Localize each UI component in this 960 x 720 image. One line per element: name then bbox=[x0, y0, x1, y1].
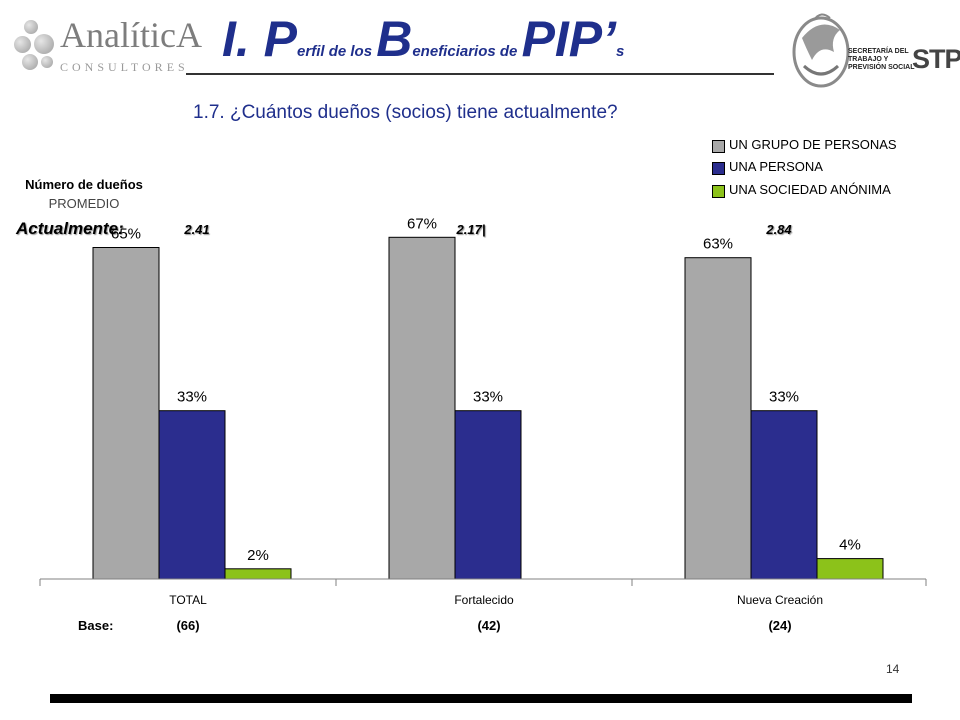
avg-value-nueva: 2.84 bbox=[766, 222, 792, 237]
bar-value-label: 33% bbox=[473, 389, 503, 406]
bar-0-0 bbox=[92, 247, 160, 580]
base-value-nueva: (24) bbox=[768, 618, 792, 633]
bar-value-label: 33% bbox=[769, 389, 799, 406]
footer-rule bbox=[50, 694, 912, 703]
analitica-logo: AnalíticA CONSULTORES bbox=[10, 12, 202, 82]
stats-label: Actualmente: bbox=[16, 219, 124, 238]
bar-value-label: 63% bbox=[703, 236, 733, 253]
bar-2-2 bbox=[816, 558, 884, 580]
bar-value-label: 4% bbox=[839, 537, 861, 554]
base-label: Base: bbox=[78, 618, 114, 633]
logo-brand-name: AnalíticA bbox=[60, 15, 202, 55]
logo-circle-icon bbox=[14, 36, 31, 53]
bar-value-label: 65% bbox=[111, 226, 141, 243]
stps-org-name: SECRETARÍA DEL TRABAJO Y PREVISIÓN SOCIA… bbox=[848, 48, 915, 72]
bar-2-0 bbox=[684, 257, 752, 580]
legend-swatch bbox=[712, 140, 725, 153]
bar-1-1 bbox=[454, 410, 522, 580]
stats-subtitle: PROMEDIO bbox=[48, 196, 120, 211]
title-part: I. P bbox=[222, 11, 298, 67]
org-line: PREVISIÓN SOCIAL bbox=[848, 64, 915, 71]
legend-label: UN GRUPO DE PERSONAS bbox=[729, 137, 897, 152]
logo-circle-icon bbox=[34, 34, 54, 54]
eagle-emblem-icon bbox=[792, 13, 850, 88]
legend-swatch bbox=[712, 185, 725, 198]
title-part: PIP’ bbox=[521, 11, 617, 67]
logo-tagline: CONSULTORES bbox=[60, 60, 189, 74]
category-label: Fortalecido bbox=[454, 593, 514, 607]
avg-value-total: 2.41 bbox=[184, 222, 210, 237]
legend-label: UNA PERSONA bbox=[729, 159, 823, 174]
title-part: erfil de los bbox=[297, 43, 377, 60]
stats-title: Número de dueños bbox=[25, 177, 143, 192]
logo-circle-icon bbox=[22, 54, 38, 70]
question-text: 1.7. ¿Cuántos dueños (socios) tiene actu… bbox=[193, 102, 618, 123]
title-part: eneficiarios de bbox=[412, 43, 522, 60]
bar-value-label: 33% bbox=[177, 389, 207, 406]
stps-logo: SECRETARÍA DEL TRABAJO Y PREVISIÓN SOCIA… bbox=[790, 8, 960, 92]
bar-0-2 bbox=[224, 568, 292, 580]
category-label: TOTAL bbox=[169, 593, 207, 607]
avg-value-fortalecido: 2.17| bbox=[456, 222, 486, 237]
logo-circle-icon bbox=[41, 56, 53, 68]
bar-1-0 bbox=[388, 236, 456, 580]
title-part: B bbox=[376, 11, 413, 67]
org-line: TRABAJO Y bbox=[848, 56, 889, 63]
bar-value-label: 2% bbox=[247, 547, 269, 564]
base-value-fortalecido: (42) bbox=[477, 618, 501, 633]
logo-circle-icon bbox=[24, 20, 38, 34]
stps-acronym: STPS bbox=[912, 44, 960, 74]
legend-swatch bbox=[712, 162, 725, 175]
legend-label: UNA SOCIEDAD ANÓNIMA bbox=[729, 182, 891, 197]
title-underline bbox=[186, 73, 774, 75]
base-value-total: (66) bbox=[176, 618, 200, 633]
org-line: SECRETARÍA DEL bbox=[848, 48, 909, 55]
bar-value-label: 67% bbox=[407, 215, 437, 232]
title-part: s bbox=[616, 43, 625, 60]
bar-0-1 bbox=[158, 410, 226, 580]
page-number: 14 bbox=[886, 662, 900, 676]
bar-2-1 bbox=[750, 410, 818, 580]
page-title: I. Perfil de los Beneficiarios de PIP’s bbox=[222, 10, 702, 70]
category-label: Nueva Creación bbox=[737, 593, 823, 607]
